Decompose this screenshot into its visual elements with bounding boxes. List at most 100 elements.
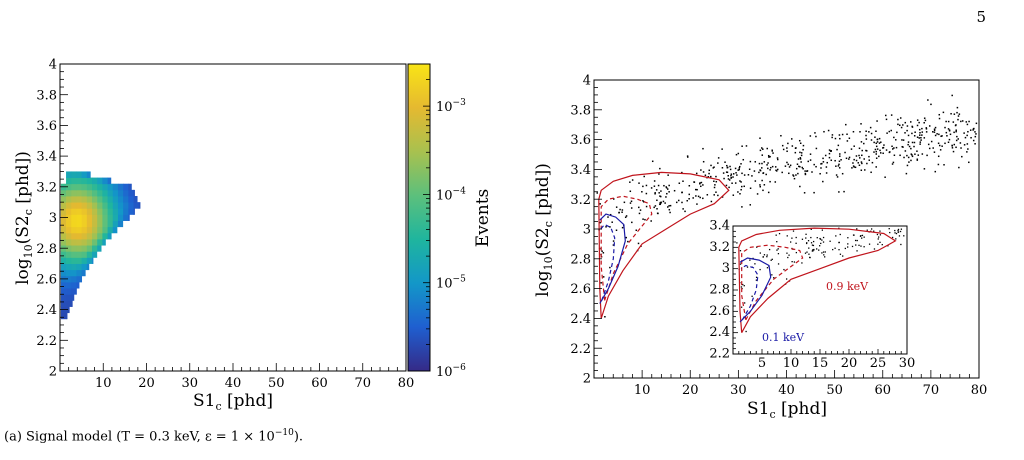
inset-scatter-point [861,234,864,237]
scatter-point [866,162,868,165]
inset-scatter-point [806,251,808,253]
scatter-point [743,185,745,188]
scatter-point [875,130,877,132]
scatter-point [893,136,895,139]
scatter-point [654,205,657,207]
scatter-point [700,181,703,184]
scatter-point [956,111,958,114]
inset-scatter-point [812,244,815,247]
heatmap-bin [97,183,103,191]
scatter-point [631,221,633,224]
scatter-point [656,212,659,215]
y-tick-label: 2.6 [709,304,730,319]
scatter-point [819,172,821,175]
inset-scatter-point [812,240,815,243]
heatmap-bin [92,177,98,185]
scatter-point [774,181,777,183]
heatmap-bin [86,232,93,240]
heatmap-bin [123,202,129,209]
scatter-point [964,136,967,139]
heatmap-bin [71,281,77,289]
inset-scatter-point [899,230,902,233]
inset-scatter-point [856,228,858,230]
scatter-point [735,153,738,156]
heatmap-bin [128,189,134,197]
x-tick-label: 50 [268,376,285,391]
heatmap-bin [81,189,88,197]
scatter-point [863,158,865,160]
scatter-point [834,137,837,140]
heatmap-bin [107,196,114,203]
scatter-point [751,175,753,177]
scatter-point [604,316,606,318]
scatter-point [904,150,907,152]
scatter-point [951,144,953,147]
scatter-point [702,197,704,200]
x-tick-label: 20 [841,356,858,371]
scatter-point [851,167,853,169]
scatter-point [853,145,855,147]
heatmap-bin [92,226,98,234]
scatter-point [623,201,626,204]
scatter-point [639,209,642,211]
inset-scatter-point [894,232,896,234]
scatter-point [868,155,870,158]
y-tick-label: 2.6 [36,272,57,287]
scatter-point [924,119,927,122]
inset-scatter-point [777,248,779,250]
y-tick-label: 3.6 [570,133,591,148]
scatter-point [704,174,707,176]
scatter-point [667,174,669,176]
inset-scatter-point [759,252,761,254]
x-tick-label: 30 [730,383,747,398]
inset-scatter-point [777,253,780,255]
scatter-point [762,148,764,150]
inset-scatter-point [786,235,788,237]
scatter-point [952,121,955,123]
heatmap-bin [66,281,72,289]
scatter-point [888,151,891,154]
heatmap-bin [92,196,98,203]
heatmap-bin [81,238,88,246]
scatter-point [848,137,851,140]
y-tick-label: 4 [583,74,591,89]
inset-scatter-point [838,249,840,251]
scatter-point [822,161,825,163]
scatter-point [876,138,879,141]
scatter-point [651,160,654,163]
scatter-point [800,152,803,154]
heatmap-bin [71,251,77,258]
scatter-point [860,141,863,143]
scatter-point [911,155,914,158]
scatter-point [906,125,909,127]
scatter-point [852,162,854,164]
scatter-point [941,135,943,137]
heatmap-bin [97,245,102,252]
inset-scatter-point [749,259,751,261]
scatter-point [963,144,966,146]
scatter-point [875,157,878,159]
scatter-point [665,187,668,189]
scatter-point [951,147,954,149]
scatter-point [713,186,716,189]
y-tick-label: 3 [583,223,591,238]
scatter-point [815,165,817,168]
inset-scatter-point [771,258,773,260]
scatter-point [660,202,662,204]
scatter-point [660,190,662,192]
x-tick-label: 80 [971,383,988,398]
scatter-point [940,135,942,138]
scatter-point [937,142,940,145]
y-tick-label: 2.4 [570,312,591,327]
heatmap-bin [97,238,103,246]
scatter-point [892,148,894,150]
heatmap-bin [71,288,77,295]
scatter-point [897,118,899,121]
scatter-point [873,151,875,153]
scatter-point [741,172,743,175]
scatter-point [871,161,874,164]
heatmap-bin [66,245,72,252]
scatter-point [759,185,762,188]
scatter-point [942,111,945,114]
